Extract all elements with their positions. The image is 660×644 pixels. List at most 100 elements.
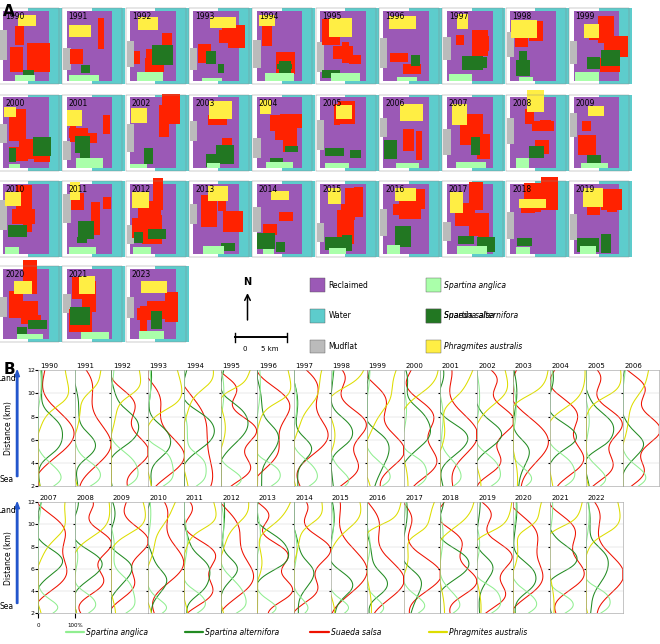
FancyBboxPatch shape — [155, 181, 189, 257]
Text: 2011: 2011 — [186, 495, 204, 501]
FancyBboxPatch shape — [69, 128, 88, 138]
FancyBboxPatch shape — [78, 222, 94, 240]
FancyBboxPatch shape — [67, 97, 112, 167]
FancyBboxPatch shape — [510, 11, 556, 81]
FancyBboxPatch shape — [519, 77, 533, 81]
FancyBboxPatch shape — [78, 133, 98, 143]
Text: 2001: 2001 — [442, 363, 459, 369]
FancyBboxPatch shape — [416, 131, 422, 160]
FancyBboxPatch shape — [9, 147, 28, 161]
FancyBboxPatch shape — [9, 164, 20, 167]
Text: 1990: 1990 — [5, 12, 24, 21]
FancyBboxPatch shape — [155, 8, 189, 84]
FancyBboxPatch shape — [28, 266, 62, 342]
FancyBboxPatch shape — [279, 61, 292, 79]
FancyBboxPatch shape — [81, 65, 90, 73]
FancyBboxPatch shape — [395, 233, 411, 247]
FancyBboxPatch shape — [0, 200, 7, 230]
FancyBboxPatch shape — [206, 51, 216, 64]
FancyBboxPatch shape — [570, 113, 578, 137]
FancyBboxPatch shape — [209, 186, 228, 201]
Text: 2021: 2021 — [69, 270, 88, 279]
FancyBboxPatch shape — [597, 16, 614, 43]
FancyBboxPatch shape — [75, 136, 90, 153]
FancyBboxPatch shape — [17, 327, 27, 337]
FancyBboxPatch shape — [455, 203, 475, 226]
FancyBboxPatch shape — [510, 184, 556, 254]
FancyBboxPatch shape — [336, 105, 352, 119]
Text: 1999: 1999 — [368, 363, 387, 369]
FancyBboxPatch shape — [403, 129, 414, 151]
FancyBboxPatch shape — [133, 218, 147, 238]
Text: 2015: 2015 — [322, 185, 341, 194]
Text: 2021: 2021 — [551, 495, 569, 501]
FancyBboxPatch shape — [69, 75, 99, 81]
FancyBboxPatch shape — [209, 100, 232, 119]
FancyBboxPatch shape — [317, 223, 324, 242]
FancyBboxPatch shape — [71, 277, 94, 299]
FancyBboxPatch shape — [317, 120, 324, 150]
Text: 2001: 2001 — [69, 99, 88, 108]
FancyBboxPatch shape — [334, 104, 340, 125]
FancyBboxPatch shape — [155, 95, 189, 171]
Text: Spartina anglica: Spartina anglica — [444, 281, 506, 290]
FancyBboxPatch shape — [133, 50, 140, 64]
FancyBboxPatch shape — [601, 234, 611, 253]
FancyBboxPatch shape — [383, 184, 429, 254]
FancyBboxPatch shape — [409, 181, 442, 257]
FancyBboxPatch shape — [130, 97, 176, 167]
FancyBboxPatch shape — [257, 11, 302, 81]
Text: 2018: 2018 — [442, 495, 459, 501]
Text: 1996: 1996 — [385, 12, 405, 21]
FancyBboxPatch shape — [400, 104, 423, 121]
FancyBboxPatch shape — [471, 137, 480, 155]
FancyBboxPatch shape — [0, 297, 7, 317]
Bar — [310, 340, 325, 354]
Text: 2012: 2012 — [132, 185, 151, 194]
FancyBboxPatch shape — [345, 8, 379, 84]
FancyBboxPatch shape — [92, 8, 125, 84]
Bar — [62, 266, 122, 342]
FancyBboxPatch shape — [81, 149, 90, 159]
Bar — [569, 8, 629, 84]
FancyBboxPatch shape — [207, 163, 220, 167]
FancyBboxPatch shape — [607, 201, 617, 212]
FancyBboxPatch shape — [601, 50, 620, 66]
FancyBboxPatch shape — [288, 62, 295, 71]
Bar — [569, 95, 629, 171]
FancyBboxPatch shape — [127, 225, 134, 244]
FancyBboxPatch shape — [5, 192, 21, 207]
FancyBboxPatch shape — [69, 25, 90, 37]
Text: 2020: 2020 — [515, 495, 533, 501]
Text: 2005: 2005 — [322, 99, 341, 108]
FancyBboxPatch shape — [403, 64, 421, 73]
FancyBboxPatch shape — [447, 11, 492, 81]
FancyBboxPatch shape — [260, 100, 271, 115]
Bar — [379, 95, 439, 171]
FancyBboxPatch shape — [3, 11, 49, 81]
Bar — [0, 181, 59, 257]
Text: 1995: 1995 — [222, 363, 240, 369]
FancyBboxPatch shape — [199, 44, 211, 64]
FancyBboxPatch shape — [63, 294, 71, 313]
Bar — [62, 181, 122, 257]
FancyBboxPatch shape — [206, 155, 216, 167]
FancyBboxPatch shape — [144, 148, 152, 164]
FancyBboxPatch shape — [10, 48, 23, 72]
FancyBboxPatch shape — [131, 108, 147, 123]
Text: 2017: 2017 — [449, 185, 468, 194]
FancyBboxPatch shape — [282, 95, 315, 171]
FancyBboxPatch shape — [411, 189, 426, 209]
FancyBboxPatch shape — [477, 134, 490, 159]
FancyBboxPatch shape — [130, 269, 176, 339]
Bar — [506, 181, 566, 257]
FancyBboxPatch shape — [341, 204, 354, 220]
FancyBboxPatch shape — [342, 42, 348, 62]
Text: Distance (km): Distance (km) — [4, 531, 13, 585]
FancyBboxPatch shape — [279, 212, 294, 221]
FancyBboxPatch shape — [349, 55, 361, 64]
FancyBboxPatch shape — [158, 105, 169, 137]
Bar — [315, 95, 376, 171]
FancyBboxPatch shape — [92, 202, 100, 235]
FancyBboxPatch shape — [271, 191, 289, 200]
